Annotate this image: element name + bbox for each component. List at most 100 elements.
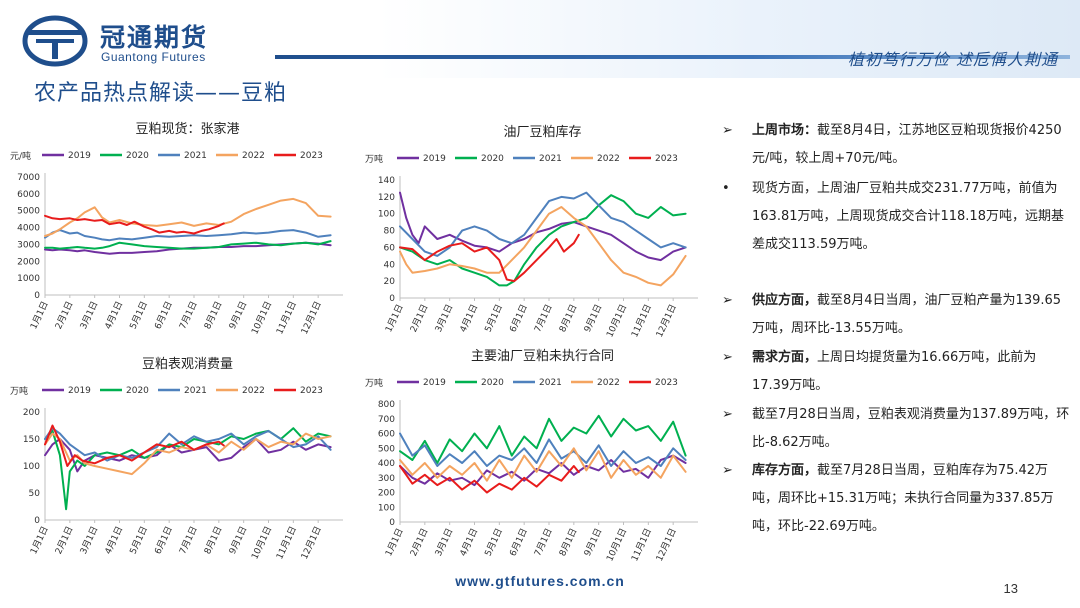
slogan: 植初笃行万俭 述卮偁人剘通 — [847, 50, 1058, 69]
inventory-ytick: 40 — [384, 260, 396, 270]
contracts-xtick: 8月1日 — [557, 527, 579, 558]
inventory-ytick: 60 — [384, 243, 396, 253]
svg-text:2019: 2019 — [423, 378, 446, 388]
inventory-ytick: 120 — [378, 193, 395, 203]
inventory-ytick: 20 — [384, 277, 396, 287]
consumption-legend-2022: 2022 — [216, 386, 265, 396]
arrow-bullet-icon: ➢ — [722, 463, 733, 478]
inventory-series-2020 — [399, 194, 687, 287]
consumption-legend-2020: 2020 — [100, 386, 149, 396]
contracts-xtick: 9月1日 — [582, 527, 604, 558]
contracts-ytick: 200 — [378, 489, 395, 499]
bullet-text: 截至8月4日当周，油厂豆粕产量为139.65万吨，周环比-13.55万吨。 — [752, 293, 1062, 336]
svg-text:2022: 2022 — [597, 378, 620, 388]
spot-ytick: 7000 — [17, 173, 40, 183]
spot-xtick: 6月1日 — [152, 300, 174, 331]
svg-text:2021: 2021 — [184, 386, 207, 396]
consumption-series-2019 — [44, 438, 332, 473]
brand-name-en: Guantong Futures — [101, 50, 206, 64]
bullet-lead: 上周市场： — [752, 123, 818, 138]
consumption-series-2022 — [44, 432, 332, 476]
spot-unit: 元/吨 — [10, 150, 31, 162]
chart-apparent-consumption: 豆粕表观消费量 万吨 2019 2020 2021 2022 2023 0 50 100 150 20… — [0, 350, 355, 565]
bullet-lead: 供应方面， — [752, 293, 818, 308]
consumption-xtick: 10月1日 — [249, 525, 274, 562]
spot-legend-2023: 2023 — [274, 151, 323, 161]
spot-xtick: 12月1日 — [299, 300, 324, 337]
contracts-ytick: 0 — [389, 518, 395, 528]
arrow-bullet-icon: ➢ — [722, 293, 733, 308]
spot-legend-2022: 2022 — [216, 151, 265, 161]
svg-text:2023: 2023 — [655, 378, 678, 388]
svg-text:2020: 2020 — [481, 378, 504, 388]
inventory-xtick: 1月1日 — [383, 303, 405, 334]
inventory-xtick: 3月1日 — [433, 303, 455, 334]
contracts-series-2020 — [399, 414, 687, 464]
page-title: 农产品热点解读——豆粕 — [34, 81, 288, 106]
inventory-xtick: 9月1日 — [582, 303, 604, 334]
inventory-xtick: 7月1日 — [532, 303, 554, 334]
bullet-text: 现货方面，上周油厂豆粕共成交231.77万吨，前值为163.81万吨，上周现货成… — [752, 181, 1064, 252]
contracts-ytick: 400 — [378, 459, 395, 469]
dot-bullet-icon: • — [722, 181, 730, 196]
svg-text:2023: 2023 — [300, 386, 323, 396]
spot-title: 豆粕现货：张家港 — [135, 121, 239, 137]
svg-text:2019: 2019 — [68, 151, 91, 161]
spot-legend-2020: 2020 — [100, 151, 149, 161]
inventory-series-2019 — [399, 191, 687, 262]
consumption-ytick: 150 — [23, 435, 40, 445]
consumption-legend-2019: 2019 — [42, 386, 91, 396]
contracts-xtick: 4月1日 — [458, 527, 480, 558]
spot-xtick: 4月1日 — [103, 300, 125, 331]
contracts-ytick: 600 — [378, 430, 395, 440]
inventory-ytick: 80 — [384, 227, 396, 237]
contracts-title: 主要油厂豆粕未执行合同 — [471, 349, 614, 364]
inventory-xtick: 5月1日 — [483, 303, 505, 334]
contracts-ytick: 800 — [378, 400, 395, 410]
spot-series-2021 — [44, 229, 332, 242]
consumption-series-2021 — [44, 427, 332, 462]
chart-spot-price: 豆粕现货：张家港 元/吨 2019 2020 2021 2022 2023 0 1000 2000… — [0, 115, 355, 340]
inventory-ytick: 100 — [378, 210, 395, 220]
consumption-xtick: 9月1日 — [227, 525, 249, 556]
contracts-xtick: 7月1日 — [532, 527, 554, 558]
consumption-xtick: 11月1日 — [274, 525, 299, 562]
bullet-text: 截至7月28日当周，豆粕库存为75.42万吨，周环比+15.31万吨；未执行合同… — [752, 463, 1054, 534]
svg-text:2022: 2022 — [597, 154, 620, 164]
consumption-xtick: 12月1日 — [299, 525, 324, 562]
inventory-series-2022 — [399, 206, 687, 287]
contracts-xtick: 1月1日 — [383, 527, 405, 558]
contracts-legend-2021: 2021 — [513, 378, 562, 388]
svg-text:2020: 2020 — [481, 154, 504, 164]
inventory-series-2021 — [399, 191, 687, 257]
inventory-legend-2019: 2019 — [397, 154, 446, 164]
spot-series-2023 — [44, 214, 225, 235]
consumption-ytick: 0 — [34, 516, 40, 526]
consumption-title: 豆粕表观消费量 — [142, 357, 233, 372]
inventory-ytick: 0 — [389, 294, 395, 304]
svg-text:2020: 2020 — [126, 151, 149, 161]
contracts-series-2022 — [399, 447, 687, 482]
consumption-xtick: 6月1日 — [152, 525, 174, 556]
contracts-ytick: 700 — [378, 415, 395, 425]
svg-text:2022: 2022 — [242, 386, 265, 396]
spot-series-2022 — [44, 197, 332, 237]
inventory-xtick: 12月1日 — [654, 303, 679, 340]
footer-url[interactable]: www.gtfutures.com.cn — [455, 573, 625, 589]
guantong-logo-icon — [22, 15, 88, 67]
arrow-bullet-icon: ➢ — [722, 123, 733, 138]
spot-xtick: 1月1日 — [28, 300, 50, 331]
header-band — [0, 0, 1080, 78]
contracts-xtick: 12月1日 — [654, 527, 679, 564]
spot-ytick: 0 — [34, 291, 40, 301]
contracts-series-2023 — [399, 465, 580, 494]
consumption-xtick: 2月1日 — [53, 525, 75, 556]
consumption-unit: 万吨 — [10, 385, 28, 397]
spot-xtick: 7月1日 — [177, 300, 199, 331]
spot-ytick: 3000 — [17, 240, 40, 250]
spot-xtick: 3月1日 — [78, 300, 100, 331]
consumption-ytick: 100 — [23, 462, 40, 472]
bullet-lead: 需求方面， — [752, 350, 818, 365]
